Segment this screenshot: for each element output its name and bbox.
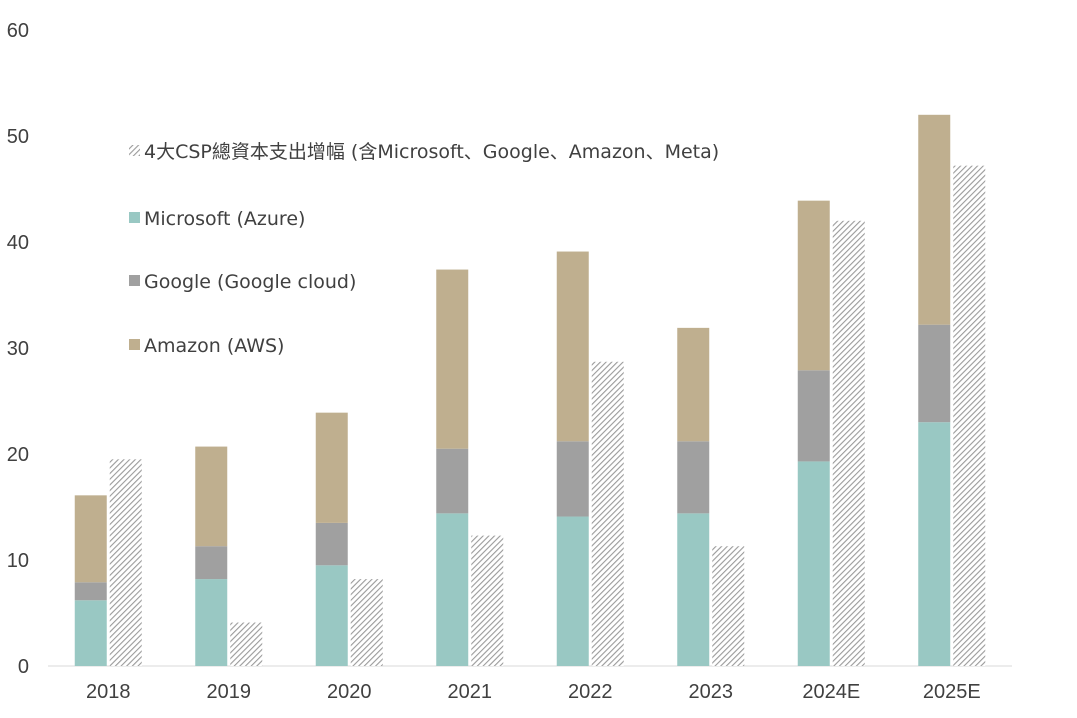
bar-google-2020 bbox=[315, 522, 348, 566]
bar-capex-2022 bbox=[591, 361, 624, 666]
y-tick-label: 0 bbox=[18, 656, 29, 678]
bar-capex-2018 bbox=[109, 459, 142, 666]
legend-label: 4大CSP總資本支出增幅 (含Microsoft、Google、Amazon、M… bbox=[144, 141, 719, 163]
bar-microsoft-2019 bbox=[195, 579, 228, 666]
legend-item: Google (Google cloud) bbox=[129, 271, 356, 293]
bar-google-2021 bbox=[436, 448, 469, 514]
bar-amazon-2021 bbox=[436, 269, 469, 449]
x-axis: 2018 2019 2020 2021 2022 2023 2024E 2025E bbox=[48, 665, 1012, 703]
x-tick-label: 2024E bbox=[802, 681, 860, 703]
bar-microsoft-2021 bbox=[436, 513, 469, 666]
bar-amazon-2019 bbox=[195, 446, 228, 547]
legend-swatch bbox=[129, 275, 140, 286]
bar-amazon-2025e bbox=[918, 114, 951, 325]
bar-capex-2024e bbox=[832, 220, 865, 667]
bar-google-2023 bbox=[677, 441, 710, 514]
bar-amazon-2022 bbox=[556, 251, 589, 442]
legend-label: Google (Google cloud) bbox=[144, 271, 356, 293]
y-tick-label: 20 bbox=[7, 444, 29, 466]
bar-google-2025e bbox=[918, 324, 951, 423]
y-axis: 0 10 20 30 40 50 60 bbox=[7, 20, 29, 678]
bar-microsoft-2018 bbox=[74, 600, 107, 666]
bar-microsoft-2025e bbox=[918, 422, 951, 666]
x-tick-label: 2021 bbox=[448, 681, 493, 703]
bar-amazon-2023 bbox=[677, 327, 710, 442]
legend-label: Microsoft (Azure) bbox=[144, 208, 305, 230]
bar-google-2018 bbox=[74, 582, 107, 601]
x-tick-label: 2019 bbox=[207, 681, 252, 703]
legend: 4大CSP總資本支出增幅 (含Microsoft、Google、Amazon、M… bbox=[129, 141, 719, 357]
x-tick-label: 2025E bbox=[923, 681, 981, 703]
legend-item: Amazon (AWS) bbox=[129, 335, 284, 357]
legend-swatch bbox=[129, 212, 140, 223]
bar-microsoft-2024e bbox=[797, 461, 830, 666]
bar-google-2024e bbox=[797, 370, 830, 462]
y-tick-label: 40 bbox=[7, 232, 29, 254]
bar-microsoft-2023 bbox=[677, 513, 710, 666]
x-tick-label: 2020 bbox=[327, 681, 372, 703]
bar-capex-2019 bbox=[230, 622, 263, 666]
bar-amazon-2024e bbox=[797, 200, 830, 371]
bar-google-2019 bbox=[195, 546, 228, 580]
y-tick-label: 30 bbox=[7, 338, 29, 360]
x-tick-label: 2023 bbox=[689, 681, 734, 703]
bars bbox=[74, 114, 986, 667]
bar-google-2022 bbox=[556, 441, 589, 517]
bar-capex-2025e bbox=[953, 165, 986, 666]
bar-amazon-2018 bbox=[74, 495, 107, 583]
legend-swatch bbox=[129, 339, 140, 350]
bar-capex-2023 bbox=[712, 546, 745, 666]
x-tick-label: 2022 bbox=[568, 681, 613, 703]
legend-label: Amazon (AWS) bbox=[144, 335, 284, 357]
legend-item: Microsoft (Azure) bbox=[129, 208, 305, 230]
bar-amazon-2020 bbox=[315, 412, 348, 523]
y-tick-label: 60 bbox=[7, 20, 29, 42]
bar-capex-2020 bbox=[350, 579, 383, 666]
legend-item: 4大CSP總資本支出增幅 (含Microsoft、Google、Amazon、M… bbox=[129, 141, 719, 163]
y-tick-label: 10 bbox=[7, 550, 29, 572]
bar-microsoft-2022 bbox=[556, 516, 589, 666]
bar-microsoft-2020 bbox=[315, 565, 348, 666]
x-tick-label: 2018 bbox=[86, 681, 131, 703]
legend-swatch bbox=[129, 145, 140, 156]
y-tick-label: 50 bbox=[7, 126, 29, 148]
bar-capex-2021 bbox=[471, 535, 504, 666]
